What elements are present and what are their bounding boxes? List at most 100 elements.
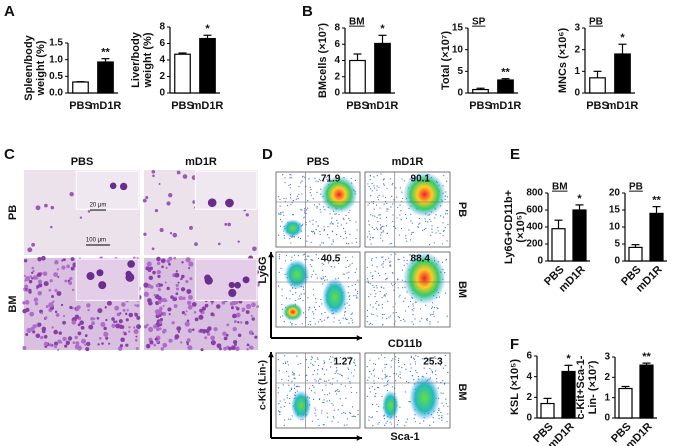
y-tick-label: 3 (574, 23, 580, 34)
event (289, 197, 292, 199)
panel-label: D (262, 146, 273, 163)
event (399, 406, 401, 408)
event (334, 213, 336, 215)
cell (48, 302, 54, 308)
event (398, 357, 400, 359)
event (372, 306, 374, 308)
cell (164, 281, 167, 284)
panel-label: A (4, 3, 15, 20)
event (319, 398, 321, 400)
cell (69, 276, 73, 281)
event (435, 214, 437, 216)
event (314, 177, 316, 179)
cell (76, 305, 81, 310)
cell (228, 346, 232, 351)
event (414, 363, 417, 365)
event (370, 195, 372, 197)
event (378, 304, 380, 306)
event (384, 196, 387, 198)
event (424, 220, 427, 222)
event (343, 424, 345, 426)
event (317, 369, 319, 371)
density (409, 375, 440, 421)
event (291, 324, 293, 326)
cell (235, 346, 240, 352)
event (357, 409, 359, 412)
event (303, 210, 306, 212)
event (438, 409, 440, 411)
event (383, 203, 385, 205)
event (333, 409, 335, 411)
event (429, 323, 431, 325)
cell (158, 309, 162, 314)
event (383, 287, 385, 289)
event (345, 318, 347, 320)
event (414, 318, 416, 320)
event (344, 231, 346, 233)
event (384, 295, 387, 297)
event (284, 419, 286, 421)
event (368, 419, 370, 421)
arrow-head (268, 252, 274, 258)
event (322, 368, 324, 371)
bar (614, 53, 631, 94)
event (435, 357, 437, 360)
event (344, 412, 346, 414)
cell (136, 324, 142, 330)
event (320, 378, 322, 380)
event (279, 400, 281, 402)
event (424, 218, 426, 220)
significance: ** (501, 67, 510, 79)
event (289, 173, 291, 176)
event (410, 233, 412, 236)
cell (90, 317, 94, 321)
event (367, 183, 369, 185)
event (281, 303, 283, 306)
cell (85, 347, 90, 352)
event (403, 180, 406, 182)
event (347, 368, 350, 370)
event (446, 315, 448, 317)
cell (55, 313, 60, 317)
event (296, 355, 298, 357)
event (409, 239, 412, 241)
y-tick-label: 4 (159, 55, 165, 66)
cell (157, 274, 161, 279)
cell (81, 338, 87, 344)
cell (115, 320, 118, 323)
event (375, 302, 377, 304)
cell (184, 321, 190, 327)
inset (75, 170, 140, 210)
significance: ** (101, 47, 110, 59)
event (425, 318, 428, 320)
event (306, 374, 308, 376)
event (312, 288, 314, 290)
event (389, 421, 391, 423)
event (411, 321, 413, 323)
event (321, 278, 323, 280)
event (356, 229, 358, 231)
event (345, 256, 347, 258)
chart-subtitle: PB (589, 17, 603, 28)
event (393, 289, 395, 291)
event (334, 259, 336, 261)
event (401, 279, 404, 281)
event (326, 400, 328, 402)
cell (128, 326, 131, 329)
event (393, 373, 395, 375)
cell (177, 281, 180, 284)
event (329, 213, 331, 215)
event (397, 419, 400, 422)
cell (153, 324, 158, 329)
event (321, 269, 324, 271)
event (314, 392, 316, 394)
event (388, 316, 390, 318)
cell (122, 308, 126, 312)
arrow-head (268, 352, 274, 358)
event (302, 254, 304, 256)
event (428, 244, 431, 246)
gate-percentage: 40.5 (321, 254, 341, 265)
cell (166, 259, 171, 263)
event (311, 364, 314, 366)
event (320, 277, 322, 279)
